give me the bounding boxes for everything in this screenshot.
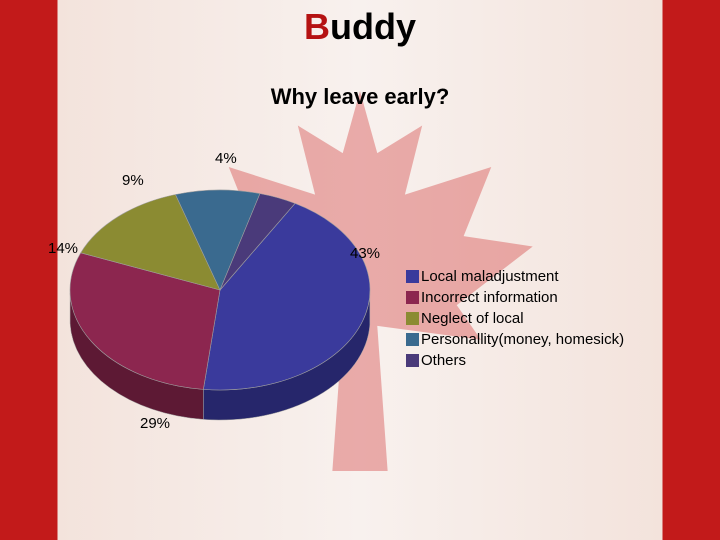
- legend-item: Neglect of local: [406, 310, 700, 327]
- legend-label: Local maladjustment: [421, 268, 559, 285]
- slice-label: 43%: [350, 245, 380, 262]
- legend-swatch: [406, 354, 419, 367]
- legend: Local maladjustment Incorrect information…: [400, 208, 700, 373]
- header-rest: uddy: [330, 6, 416, 47]
- legend-swatch: [406, 333, 419, 346]
- header-title: Buddy: [0, 0, 720, 48]
- legend-label: Others: [421, 352, 466, 369]
- slice-label: 9%: [122, 172, 144, 189]
- pie-chart: 43% 29% 14% 9% 4%: [30, 130, 400, 450]
- legend-item: Incorrect information: [406, 289, 700, 306]
- legend-swatch: [406, 312, 419, 325]
- legend-swatch: [406, 270, 419, 283]
- legend-item: Personallity(money, homesick): [406, 331, 700, 348]
- chart-title: Why leave early?: [0, 84, 720, 110]
- legend-label: Personallity(money, homesick): [421, 331, 624, 348]
- slice-label: 29%: [140, 415, 170, 432]
- slice-label: 14%: [48, 240, 78, 257]
- legend-label: Neglect of local: [421, 310, 524, 327]
- pie-svg: [30, 130, 400, 450]
- legend-item: Others: [406, 352, 700, 369]
- content-area: 43% 29% 14% 9% 4% Local maladjustment Incorre…: [0, 110, 720, 450]
- legend-label: Incorrect information: [421, 289, 558, 306]
- header-accent: B: [304, 6, 330, 47]
- legend-item: Local maladjustment: [406, 268, 700, 285]
- legend-swatch: [406, 291, 419, 304]
- slice-label: 4%: [215, 150, 237, 167]
